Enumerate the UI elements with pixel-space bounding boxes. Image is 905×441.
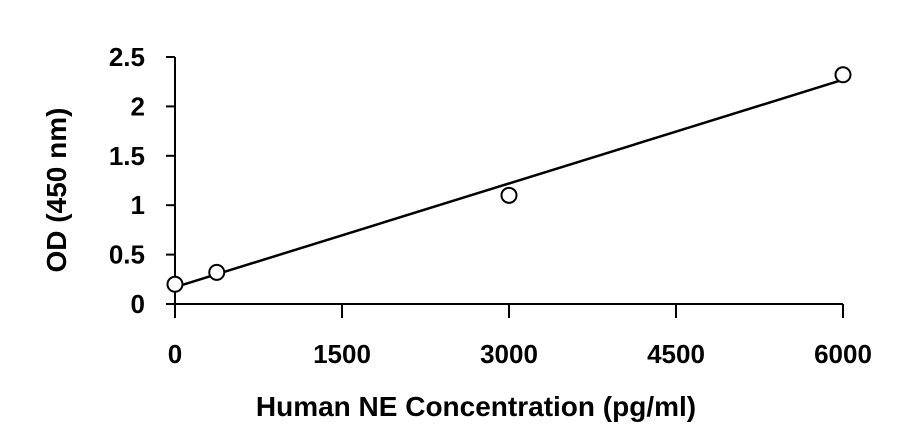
x-tick-label: 3000 [480,339,538,369]
y-axis-ticks: 0 0.5 1 1.5 2 2.5 [109,42,175,319]
x-axis-title: Human NE Concentration (pg/ml) [256,391,696,422]
data-point [834,66,852,84]
data-point [208,263,226,281]
x-tick-label: 4500 [647,339,705,369]
data-points [166,66,852,293]
y-tick-label: 0.5 [109,240,145,270]
y-axis-title: OD (450 nm) [41,108,72,273]
linear-fit-line [174,78,844,289]
x-axis-ticks: 0 1500 3000 4500 6000 [168,304,872,369]
x-tick-label: 6000 [814,339,872,369]
y-tick-label: 2.5 [109,42,145,72]
data-point [166,275,184,293]
x-tick-label: 0 [168,339,182,369]
y-tick-label: 1.5 [109,141,145,171]
y-tick-label: 0 [131,289,145,319]
y-tick-label: 2 [131,91,145,121]
y-tick-label: 1 [131,190,145,220]
x-tick-label: 1500 [313,339,371,369]
data-point [500,186,518,204]
